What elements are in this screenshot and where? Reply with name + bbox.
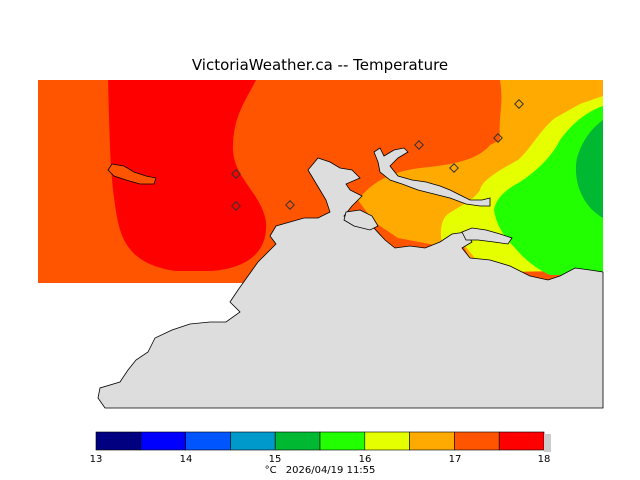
legend-tick-14: 14 bbox=[179, 454, 193, 465]
page-title: VictoriaWeather.ca -- Temperature bbox=[191, 56, 449, 74]
band-15-15.5 bbox=[575, 120, 603, 218]
station-marker bbox=[285, 200, 295, 210]
land-mass bbox=[97, 157, 604, 409]
band-15.5-16 bbox=[494, 106, 603, 275]
legend-swatch bbox=[319, 431, 366, 451]
land-island-east bbox=[461, 227, 513, 245]
legend-tick-17: 17 bbox=[448, 454, 462, 465]
legend-colorbar bbox=[95, 431, 551, 452]
legend-shadow bbox=[544, 434, 551, 452]
station-marker bbox=[231, 169, 241, 179]
legend-swatch bbox=[95, 431, 142, 451]
legend-tick-13: 13 bbox=[89, 454, 103, 465]
legend-caption: °C 2026/04/19 11:55 bbox=[0, 465, 640, 476]
legend-swatch bbox=[409, 431, 455, 451]
timestamp: 2026/04/19 11:55 bbox=[285, 465, 376, 476]
island-west bbox=[107, 163, 157, 185]
station-marker bbox=[493, 133, 503, 143]
station-marker bbox=[514, 99, 524, 109]
legend-swatch bbox=[185, 431, 231, 451]
legend-swatch bbox=[454, 431, 500, 451]
station-marker bbox=[414, 140, 424, 150]
legend-tick-16: 16 bbox=[358, 454, 372, 465]
band-17.5-18 bbox=[108, 80, 267, 271]
land-inlet-north bbox=[373, 147, 491, 207]
legend-tick-18: 18 bbox=[537, 454, 551, 465]
legend-swatch bbox=[364, 431, 410, 451]
legend-swatch bbox=[140, 431, 186, 451]
unit-label: °C bbox=[264, 465, 277, 476]
stations bbox=[231, 99, 524, 211]
station-marker bbox=[231, 201, 241, 211]
legend-tick-15: 15 bbox=[268, 454, 282, 465]
land-saanich bbox=[343, 209, 379, 231]
legend-swatch bbox=[274, 431, 321, 451]
legend-swatch bbox=[498, 431, 545, 451]
legend-swatch bbox=[230, 431, 276, 451]
station-marker bbox=[449, 163, 459, 173]
